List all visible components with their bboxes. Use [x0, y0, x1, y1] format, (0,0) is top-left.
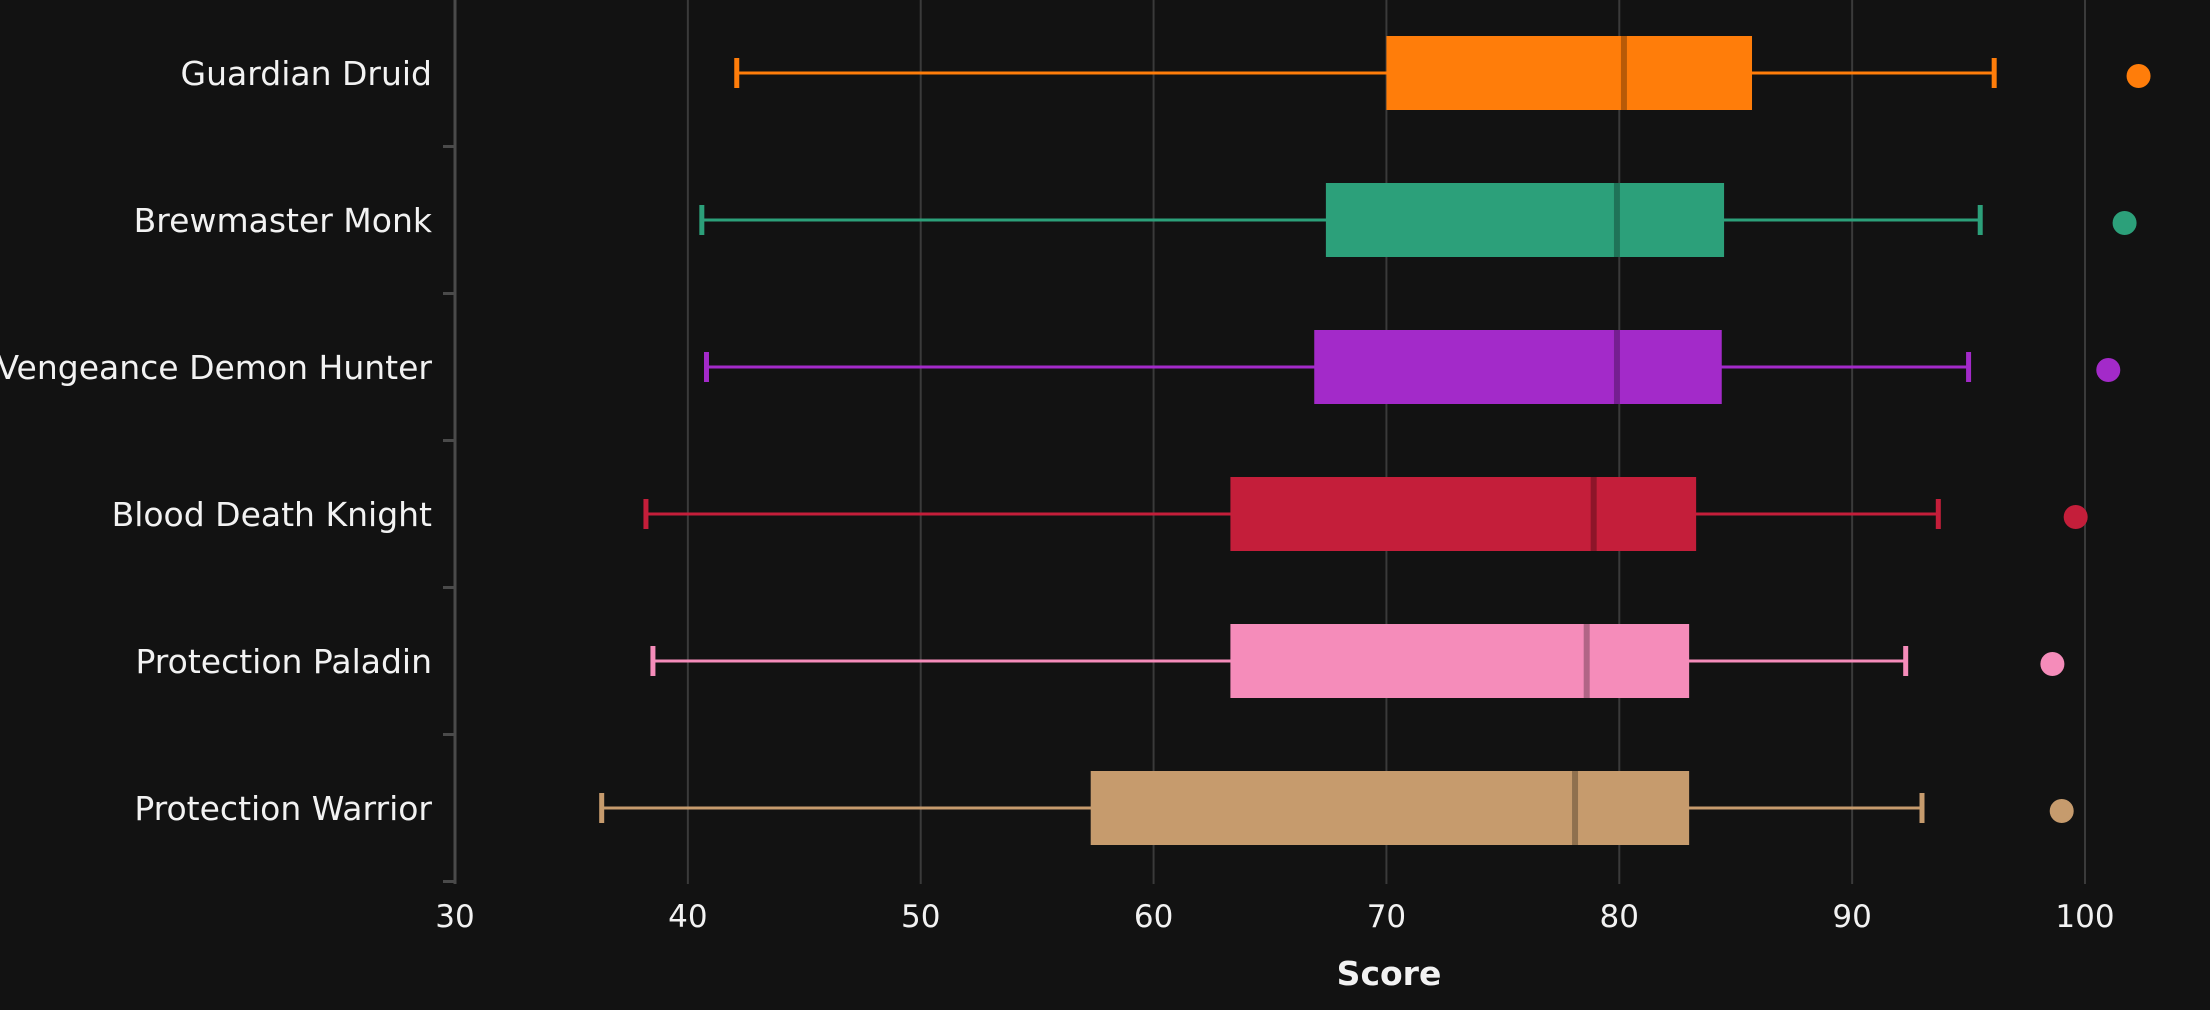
iqr-box	[1230, 624, 1690, 698]
x-tick-label: 60	[1134, 899, 1173, 935]
outlier-point	[2096, 358, 2121, 382]
iqr-box	[1090, 771, 1690, 845]
iqr-box	[1386, 36, 1753, 110]
box-group	[650, 624, 2065, 698]
category-label: Protection Warrior	[134, 789, 432, 828]
x-tick-label: 90	[1832, 899, 1871, 935]
axes	[443, 0, 457, 884]
iqr-box	[1230, 477, 1697, 551]
category-label: Vengeance Demon Hunter	[0, 348, 432, 387]
outlier-point	[2049, 799, 2074, 823]
boxes	[599, 36, 2151, 845]
outlier-point	[2112, 211, 2137, 235]
box-group	[734, 36, 2151, 110]
x-tick-label: 70	[1367, 899, 1406, 935]
x-tick-label: 30	[435, 899, 474, 935]
outlier-point	[2063, 505, 2088, 529]
box-group	[703, 330, 2121, 404]
box-group	[599, 771, 2074, 845]
grid-lines	[686, 0, 2086, 884]
box-group	[643, 477, 2088, 551]
category-label: Blood Death Knight	[112, 495, 432, 534]
x-tick-label: 40	[668, 899, 707, 935]
iqr-box	[1325, 183, 1725, 257]
category-label: Brewmaster Monk	[134, 201, 433, 240]
labels: 30 40 50 60 70 80 90 100 Guardian Druid Brewmaste…	[0, 54, 2115, 935]
category-label: Guardian Druid	[181, 54, 432, 93]
box-group	[699, 183, 2137, 257]
x-tick-label: 100	[2055, 899, 2114, 935]
x-tick-label: 80	[1600, 899, 1639, 935]
x-tick-label: 50	[901, 899, 940, 935]
category-label: Protection Paladin	[135, 642, 432, 681]
outlier-point	[2040, 652, 2065, 676]
x-axis-title: Score	[1337, 954, 1442, 993]
outlier-point	[2126, 64, 2151, 88]
iqr-box	[1314, 330, 1722, 404]
